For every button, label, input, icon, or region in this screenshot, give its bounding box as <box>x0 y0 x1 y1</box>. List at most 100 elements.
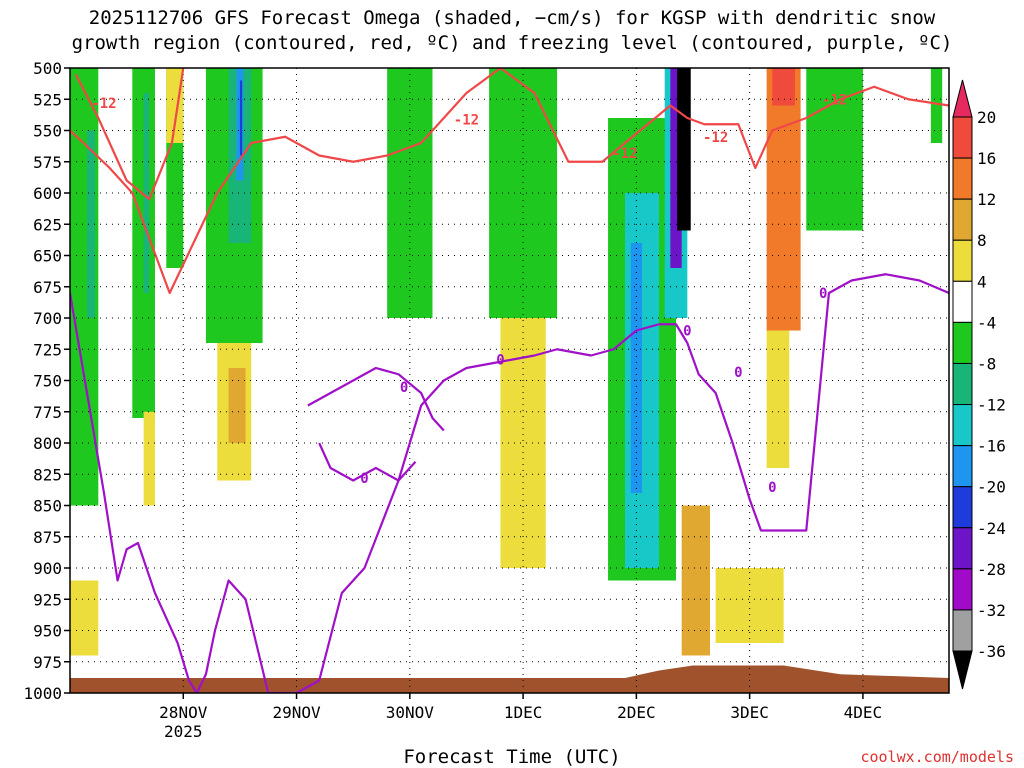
colorbar-label: -8 <box>977 354 996 373</box>
chart-title-line1: 2025112706 GFS Forecast Omega (shaded, −… <box>88 7 936 29</box>
y-tick-label: 625 <box>33 215 62 234</box>
y-tick-label: 1000 <box>23 684 62 703</box>
omega-cell <box>766 330 790 468</box>
contour-label: -12 <box>454 112 479 128</box>
contour-label: -12 <box>612 146 637 162</box>
y-axis: 500 525 550 575 600 625 650 675 700 725 750 775 800 8… <box>23 59 70 703</box>
contour-labels: -12 -12 -12 -12 -12 0 0 0 0 0 0 0 <box>91 92 847 496</box>
colorbar-label: 4 <box>977 272 987 291</box>
y-tick-label: 750 <box>33 372 62 391</box>
y-tick-label: 900 <box>33 559 62 578</box>
y-tick-label: 550 <box>33 122 62 141</box>
colorbar-label: -36 <box>977 642 1006 661</box>
contours <box>70 68 949 693</box>
colorbar-swatch <box>952 321 973 364</box>
contour-label: -12 <box>703 130 728 146</box>
colorbar-label: -20 <box>977 478 1006 497</box>
y-tick-label: 875 <box>33 528 62 547</box>
omega-cell <box>715 568 784 643</box>
omega-cell <box>70 580 99 656</box>
x-tick-label: 30NOV <box>386 703 435 722</box>
y-tick-label: 925 <box>33 590 62 609</box>
x-tick-label: 1DEC <box>504 703 543 722</box>
contour-label: 0 <box>734 365 742 381</box>
colorbar-swatch <box>952 157 973 200</box>
contour-label: -12 <box>91 96 116 112</box>
x-tick-label: 29NOV <box>272 703 321 722</box>
omega-cell <box>677 68 691 231</box>
x-tick-label: 4DEC <box>844 703 883 722</box>
colorbar-swatch <box>952 609 973 652</box>
omega-cell <box>489 68 558 318</box>
x-tick-sublabel: 2025 <box>164 722 203 741</box>
colorbar-label: -32 <box>977 601 1006 620</box>
y-tick-label: 775 <box>33 403 62 422</box>
contour-label: 0 <box>768 480 776 496</box>
colorbar-swatch <box>952 116 973 159</box>
omega-cell <box>766 68 801 331</box>
x-tick-label: 28NOV <box>159 703 208 722</box>
contour-label: 0 <box>819 286 827 302</box>
colorbar: 20 16 12 8 4 -4 -8 -12 -16 -20 -24 -28 -32 -36 <box>952 79 1006 690</box>
terrain-fill <box>70 665 949 693</box>
x-tick-label: 3DEC <box>730 703 769 722</box>
colorbar-swatch <box>952 568 973 611</box>
colorbar-label: 8 <box>977 231 987 250</box>
contour-label: -12 <box>822 92 847 108</box>
omega-cell <box>143 411 155 506</box>
omega-cell <box>143 93 150 293</box>
y-tick-label: 850 <box>33 497 62 516</box>
colorbar-arrow-bottom <box>952 650 973 690</box>
colorbar-label: -28 <box>977 560 1006 579</box>
colorbar-swatch <box>952 198 973 241</box>
x-tick-label: 2DEC <box>617 703 656 722</box>
colorbar-swatch <box>952 239 973 282</box>
omega-cell <box>772 68 795 106</box>
contour-label: 0 <box>400 380 408 396</box>
colorbar-swatch <box>952 362 973 406</box>
terrain <box>70 665 949 693</box>
colorbar-swatch <box>952 404 973 447</box>
y-tick-label: 500 <box>33 59 62 78</box>
omega-cell <box>239 80 243 156</box>
y-tick-label: 975 <box>33 653 62 672</box>
omega-cell <box>166 68 184 143</box>
y-tick-label: 575 <box>33 153 62 172</box>
omega-cell <box>86 130 95 318</box>
colorbar-swatch <box>952 280 973 323</box>
colorbar-label: 12 <box>977 190 996 209</box>
y-tick-label: 700 <box>33 309 62 328</box>
omega-cell <box>228 368 246 443</box>
contour-line <box>307 366 445 432</box>
contour-line <box>70 273 949 693</box>
chart-title-line2: growth region (contoured, red, ºC) and f… <box>71 32 953 54</box>
colorbar-label: -24 <box>977 519 1006 538</box>
colorbar-label: 16 <box>977 149 996 168</box>
y-tick-label: 725 <box>33 340 62 359</box>
contour-label: 0 <box>496 352 504 368</box>
y-tick-label: 525 <box>33 90 62 109</box>
colorbar-arrow-top <box>952 79 973 118</box>
y-tick-label: 600 <box>33 184 62 203</box>
y-tick-label: 950 <box>33 622 62 641</box>
colorbar-label: 20 <box>977 108 996 127</box>
contour-line <box>318 442 417 482</box>
colorbar-label: -16 <box>977 437 1006 456</box>
y-tick-label: 650 <box>33 247 62 266</box>
credit-text: coolwx.com/models <box>860 748 1014 766</box>
y-tick-label: 825 <box>33 465 62 484</box>
y-tick-label: 675 <box>33 278 62 297</box>
colorbar-label: -4 <box>977 313 996 332</box>
colorbar-swatch <box>952 486 973 529</box>
contour-label: 0 <box>360 471 368 487</box>
colorbar-swatch <box>952 527 973 570</box>
contour-line <box>74 68 185 201</box>
omega-cell <box>681 505 710 656</box>
contour-line <box>70 68 949 295</box>
colorbar-swatch <box>952 445 973 488</box>
x-axis-title: Forecast Time (UTC) <box>403 746 621 768</box>
colorbar-label: -12 <box>977 396 1006 415</box>
omega-cell <box>670 68 682 268</box>
